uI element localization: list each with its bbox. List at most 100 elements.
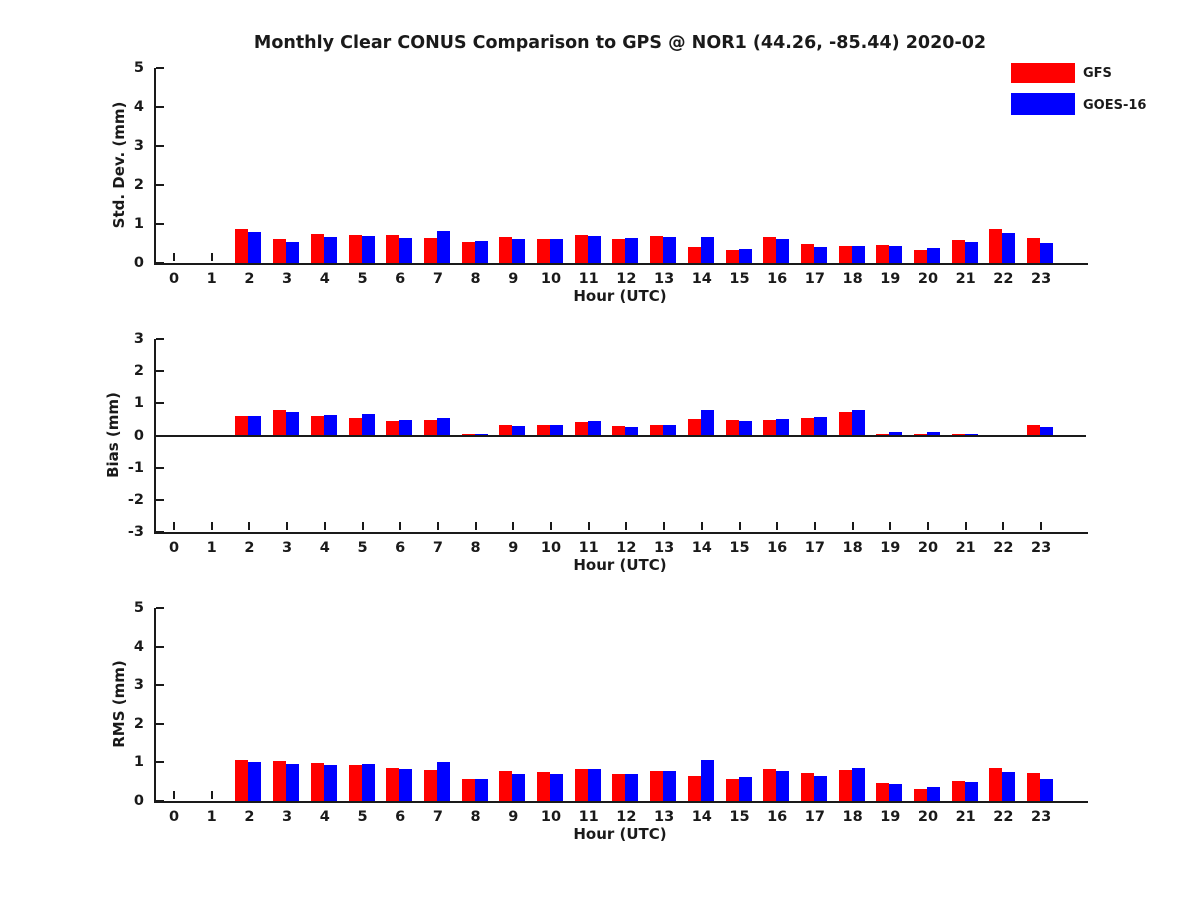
bar-gfs-hour-14 — [687, 419, 701, 436]
bar-goes-16-hour-15 — [738, 248, 752, 263]
bar-goes-16-hour-14 — [700, 410, 714, 436]
x-tick-label: 15 — [729, 271, 750, 287]
x-tick — [1040, 522, 1043, 530]
x-tick — [587, 522, 590, 530]
bar-gfs-hour-22 — [989, 228, 1003, 263]
bar-goes-16-hour-19 — [889, 245, 903, 263]
bar-gfs-hour-7 — [423, 420, 437, 436]
x-tick-label: 11 — [578, 271, 599, 287]
x-tick-label: 22 — [993, 271, 1014, 287]
x-tick-label: 3 — [282, 271, 293, 287]
bar-goes-16-hour-4 — [323, 414, 337, 436]
bar-goes-16-hour-15 — [738, 421, 752, 436]
x-tick-label: 23 — [1031, 809, 1052, 825]
stddev-plot — [154, 68, 1088, 265]
y-tick — [156, 800, 164, 802]
bar-goes-16-hour-13 — [663, 236, 677, 263]
bar-gfs-hour-11 — [574, 234, 588, 263]
bar-gfs-hour-8 — [461, 241, 475, 263]
bar-goes-16-hour-17 — [813, 247, 827, 263]
y-tick — [156, 645, 164, 648]
x-tick-label: 6 — [395, 540, 406, 556]
bar-gfs-hour-6 — [386, 421, 400, 436]
y-tick — [156, 262, 164, 264]
bar-gfs-hour-10 — [537, 238, 550, 263]
y-tick — [156, 531, 164, 533]
x-tick-label: 1 — [206, 540, 217, 556]
bar-gfs-hour-13 — [650, 770, 664, 801]
y-tick — [156, 402, 164, 405]
x-tick — [738, 522, 741, 530]
bar-gfs-hour-7 — [423, 238, 437, 263]
x-tick — [361, 522, 364, 530]
bar-goes-16-hour-22 — [1002, 232, 1016, 263]
y-tick — [156, 67, 164, 69]
bar-goes-16-hour-23 — [1040, 427, 1054, 436]
bar-gfs-hour-4 — [310, 416, 324, 436]
bar-gfs-hour-4 — [310, 234, 324, 263]
rms-plot — [154, 608, 1088, 803]
bar-gfs-hour-19 — [876, 244, 890, 263]
bar-goes-16-hour-18 — [851, 410, 865, 436]
bar-gfs-hour-16 — [763, 236, 777, 263]
y-tick — [156, 722, 164, 725]
stddev-y-axis-label: Std. Dev. (mm) — [110, 101, 128, 229]
y-tick — [156, 106, 164, 108]
x-tick — [512, 522, 515, 530]
x-tick-label: 8 — [470, 271, 481, 287]
x-tick-label: 10 — [540, 271, 562, 287]
y-tick-label: 4 — [133, 99, 144, 115]
bar-gfs-hour-19 — [876, 433, 890, 436]
bar-gfs-hour-13 — [650, 424, 664, 436]
bar-goes-16-hour-7 — [436, 762, 450, 801]
bar-gfs-hour-4 — [310, 763, 324, 801]
y-tick-label: 4 — [133, 638, 144, 655]
bar-gfs-hour-12 — [612, 425, 626, 436]
x-tick-label: 16 — [767, 809, 788, 825]
bar-goes-16-hour-6 — [399, 238, 413, 263]
bar-gfs-hour-23 — [1027, 237, 1041, 263]
bar-gfs-hour-17 — [800, 417, 814, 436]
y-tick-label: 3 — [133, 331, 144, 347]
x-tick — [399, 522, 402, 530]
x-tick-label: 14 — [691, 809, 712, 825]
bar-gfs-hour-2 — [235, 228, 249, 263]
x-tick-label: 3 — [282, 809, 293, 825]
x-tick-label: 20 — [917, 809, 939, 825]
x-tick-label: 3 — [282, 540, 293, 556]
x-tick — [1002, 522, 1005, 530]
bar-goes-16-hour-12 — [625, 238, 639, 263]
bar-gfs-hour-22 — [989, 768, 1003, 801]
bar-gfs-hour-20 — [914, 789, 927, 801]
legend-label-goes16: GOES-16 — [1083, 98, 1147, 113]
bar-goes-16-hour-15 — [738, 777, 752, 801]
bar-goes-16-hour-21 — [964, 782, 978, 801]
bar-goes-16-hour-17 — [813, 416, 827, 436]
y-tick-label: 2 — [133, 715, 144, 732]
bias-x-axis-label: Hour (UTC) — [573, 556, 667, 574]
chart-title: Monthly Clear CONUS Comparison to GPS @ … — [253, 33, 987, 53]
x-tick-label: 5 — [357, 540, 368, 556]
x-tick-label: 9 — [508, 271, 519, 287]
bar-goes-16-hour-3 — [286, 241, 300, 263]
x-tick-label: 7 — [432, 540, 443, 556]
y-tick-label: 2 — [133, 177, 144, 193]
bar-gfs-hour-21 — [951, 434, 965, 436]
x-tick — [173, 253, 175, 261]
x-tick-label: 1 — [206, 271, 217, 287]
x-tick — [436, 522, 439, 530]
bar-gfs-hour-10 — [537, 425, 550, 436]
bar-gfs-hour-12 — [612, 239, 626, 263]
x-tick-label: 20 — [917, 540, 939, 556]
x-tick — [210, 253, 213, 261]
x-tick-label: 23 — [1031, 271, 1052, 287]
x-tick — [248, 522, 251, 530]
bar-goes-16-hour-4 — [323, 237, 337, 263]
bar-gfs-hour-11 — [574, 422, 588, 436]
bar-goes-16-hour-14 — [700, 236, 714, 263]
y-tick — [156, 338, 164, 340]
y-tick-label: 1 — [133, 754, 144, 771]
x-tick-label: 8 — [470, 540, 481, 556]
bar-gfs-hour-5 — [348, 235, 362, 263]
bar-goes-16-hour-12 — [625, 427, 639, 436]
